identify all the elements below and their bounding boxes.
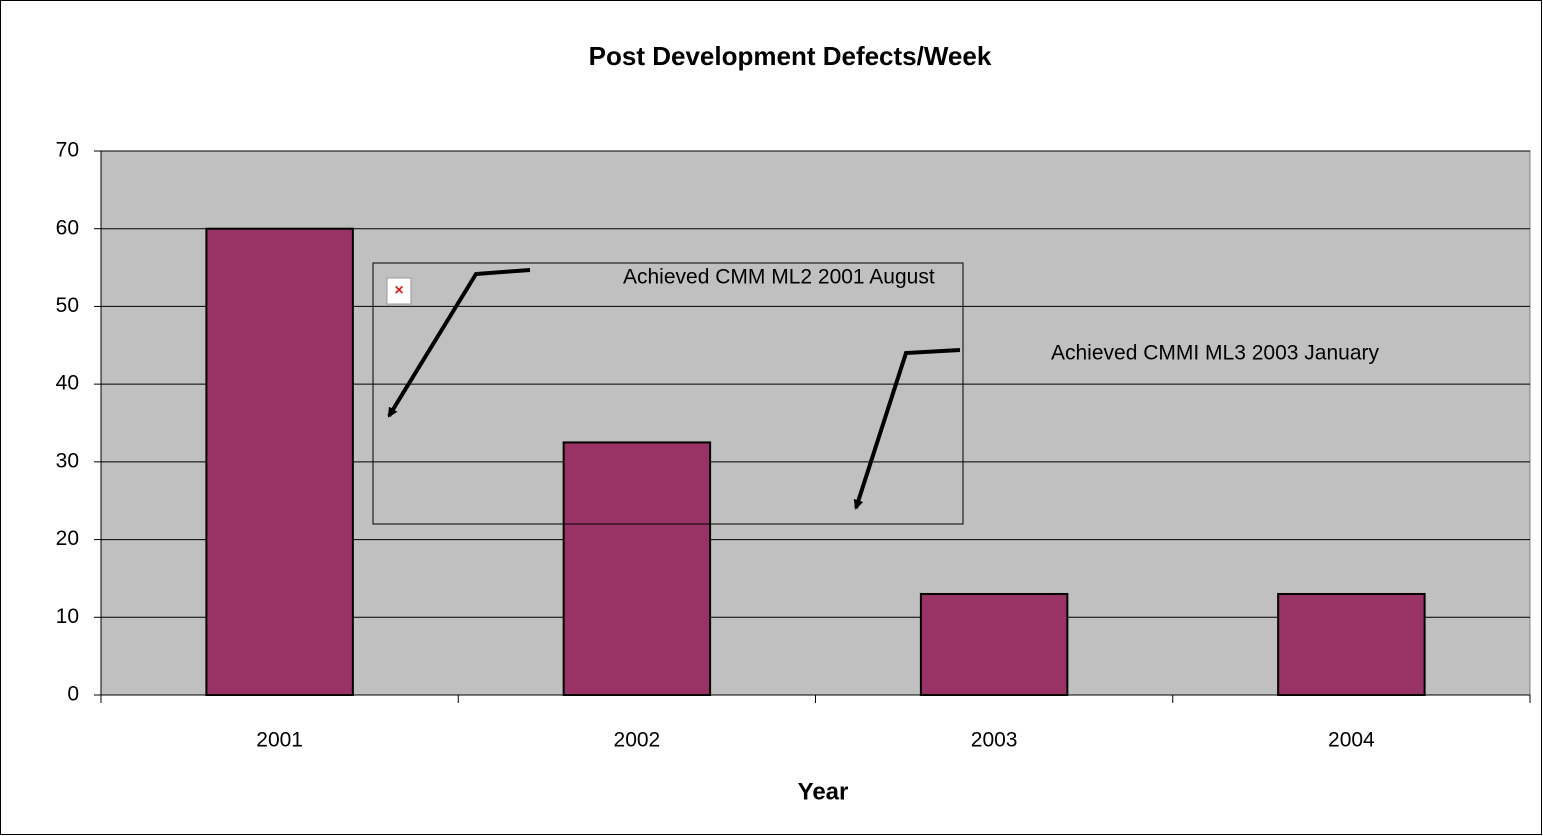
- y-tick-label: 70: [56, 139, 79, 162]
- y-tick-label: 0: [67, 683, 79, 706]
- annotation-arrow: [387, 268, 531, 418]
- y-tick-label: 30: [56, 449, 79, 472]
- y-tick-label: 60: [56, 216, 79, 239]
- x-tick-label: 2001: [256, 729, 303, 752]
- broken-image-icon: [386, 277, 412, 305]
- broken-image-x: ×: [394, 282, 403, 299]
- x-tick-label: 2004: [1328, 729, 1375, 752]
- y-tick-label: 10: [56, 605, 79, 628]
- y-tick-label: 20: [56, 527, 79, 550]
- bar: [1277, 592, 1426, 697]
- annotation: Achieved CMM ML2 2001 August: [623, 266, 935, 289]
- chart-title: Post Development Defects/Week: [589, 41, 992, 71]
- x-tick-label: 2003: [971, 729, 1018, 752]
- bar: [919, 592, 1069, 697]
- annotation-box: [372, 262, 964, 525]
- annotation-arrow: [853, 348, 961, 510]
- y-tick-label: 50: [56, 294, 79, 317]
- x-tick-label: 2002: [614, 729, 661, 752]
- x-axis-title: Year: [798, 778, 849, 805]
- annotation: Achieved CMMI ML3 2003 January: [1051, 342, 1379, 365]
- bar: [205, 227, 354, 696]
- bar: [562, 441, 712, 696]
- y-tick-label: 40: [56, 372, 79, 395]
